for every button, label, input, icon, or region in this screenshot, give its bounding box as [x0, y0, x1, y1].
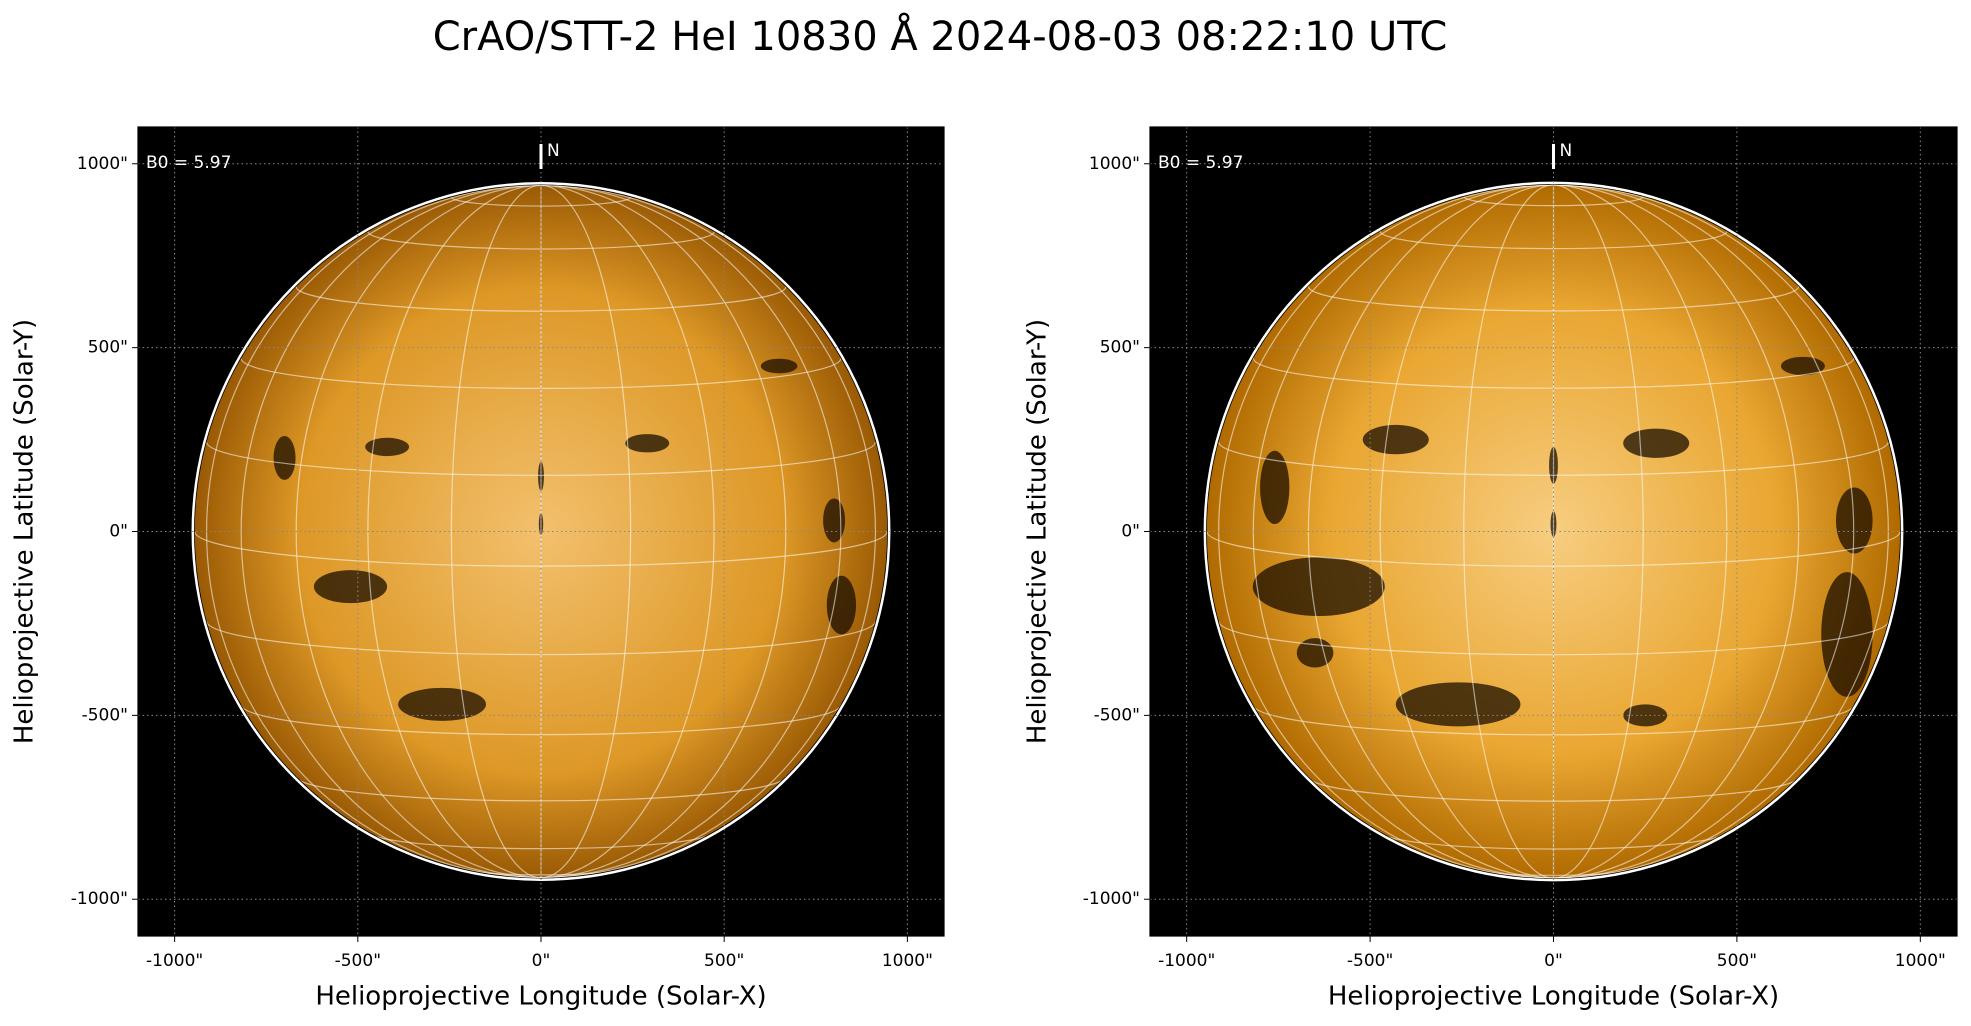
x-tick-label: -500": [335, 951, 381, 971]
x-tick-label: 500": [704, 951, 744, 971]
parallel: [1463, 196, 1644, 207]
x-tick-label: 0": [532, 951, 551, 971]
meridian: [540, 185, 632, 878]
parallel: [295, 286, 787, 312]
b0-annotation: B0 = 5.97: [146, 153, 231, 173]
x-tick-label: 1000": [1895, 951, 1946, 971]
dark-feature: [1395, 682, 1521, 727]
dark-feature: [1362, 424, 1429, 455]
y-tick-label: 1000": [1089, 154, 1140, 174]
x-tick-label: -1000": [146, 951, 203, 971]
dark-feature: [1835, 487, 1873, 554]
dark-feature: [625, 434, 670, 453]
dark-feature: [1780, 356, 1825, 376]
y-tick-label: 1000": [77, 154, 128, 174]
dark-feature: [1623, 428, 1690, 458]
parallel: [1307, 286, 1800, 312]
axes-frame: [137, 126, 945, 937]
dark-feature: [826, 575, 857, 635]
meridian: [1463, 184, 1554, 879]
dark-feature: [823, 498, 846, 543]
parallel: [1307, 776, 1800, 802]
x-tick-label: 500": [1717, 951, 1757, 971]
axes-frame: [1149, 126, 1958, 937]
meridian: [1252, 184, 1554, 879]
x-tick-label: -500": [1347, 951, 1393, 971]
parallel: [1218, 441, 1889, 476]
y-tick-label: 0": [109, 522, 128, 542]
dark-feature: [1260, 450, 1290, 525]
meridian: [1553, 184, 1855, 879]
parallel: [194, 531, 888, 567]
dark-feature: [760, 358, 798, 374]
dark-feature: [1821, 572, 1873, 697]
parallel: [205, 441, 877, 476]
y-tick-label: -500": [82, 705, 128, 725]
y-axis-label: Helioprojective Latitude (Solar-Y): [1023, 319, 1053, 744]
y-tick-label: -1000": [1083, 889, 1140, 909]
axes: [132, 126, 945, 942]
disk-features: [194, 185, 888, 878]
meridian: [240, 185, 542, 878]
meridian: [540, 185, 787, 878]
dark-feature: [398, 687, 487, 721]
y-tick-label: 500": [1100, 338, 1140, 358]
x-tick-label: 0": [1544, 951, 1563, 971]
y-tick-label: -500": [1094, 705, 1140, 725]
figure-title: CrAO/STT-2 HeI 10830 Å 2024-08-03 08:22:…: [433, 12, 1448, 60]
axes: [1144, 126, 1958, 942]
dark-feature: [273, 435, 296, 480]
parallel: [1206, 531, 1901, 567]
dark-feature: [1252, 557, 1385, 617]
y-tick-label: -1000": [71, 889, 128, 909]
x-tick-label: 1000": [882, 951, 933, 971]
x-tick-label: -1000": [1158, 951, 1215, 971]
meridian: [1553, 184, 1644, 879]
dark-feature: [365, 437, 410, 457]
dark-feature: [1296, 638, 1334, 668]
north-label: N: [547, 141, 560, 161]
parallel: [1379, 831, 1728, 850]
parallel: [450, 196, 632, 207]
parallel: [295, 776, 787, 802]
b0-annotation: B0 = 5.97: [1158, 153, 1243, 173]
meridian: [450, 185, 542, 878]
meridian: [540, 185, 876, 878]
dark-feature: [313, 570, 388, 604]
north-label: N: [1560, 141, 1573, 161]
x-axis-label: Helioprojective Longitude (Solar-X): [315, 982, 766, 1012]
y-tick-label: 500": [88, 338, 128, 358]
parallel: [367, 831, 715, 850]
y-tick-label: 0": [1121, 522, 1140, 542]
y-axis-label: Helioprojective Latitude (Solar-Y): [10, 319, 40, 744]
x-axis-label: Helioprojective Longitude (Solar-X): [1328, 982, 1779, 1012]
